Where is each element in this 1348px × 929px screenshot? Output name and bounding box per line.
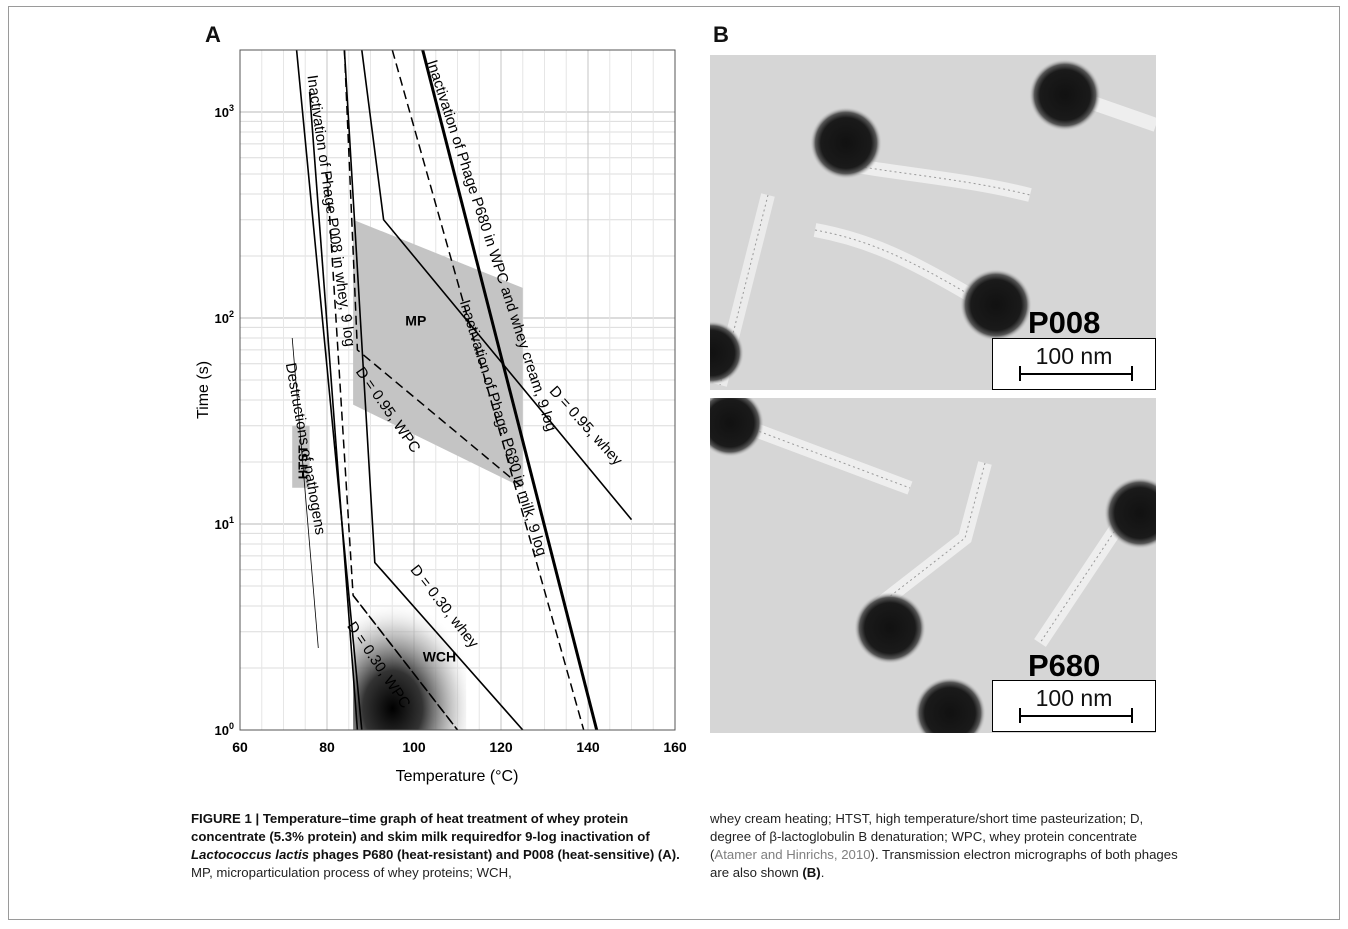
x-tick-label: 140: [576, 739, 600, 755]
caption-citation[interactable]: Atamer and Hinrichs, 2010: [714, 847, 871, 862]
micrograph-p008: P008 100 nm: [710, 55, 1156, 390]
annotation-8: MP: [405, 313, 426, 329]
x-tick-label: 60: [232, 739, 248, 755]
figure-caption-right: whey cream heating; HTST, high temperatu…: [710, 810, 1180, 882]
x-tick-label: 80: [319, 739, 335, 755]
series-line-9: [421, 50, 599, 730]
series-line-4: [352, 594, 459, 730]
y-tick-label: 101: [215, 515, 234, 532]
caption-end: .: [820, 865, 825, 880]
annotation-9: HTST: [295, 445, 310, 479]
series-line-0: [295, 50, 363, 730]
region-mp: [353, 219, 523, 488]
x-axis-label: Temperature (°C): [396, 768, 519, 785]
caption-normal-2: whey cream heating; HTST, high temperatu…: [710, 811, 1144, 862]
scale-bar-p680: 100 nm: [992, 680, 1156, 732]
series-line-2: [291, 337, 319, 649]
series-line-7: [361, 50, 633, 521]
micrograph-p008-image: [710, 55, 1156, 390]
panel-label-b: B: [713, 22, 729, 47]
caption-bold-2: phages P680 (heat-resistant) and P008 (h…: [309, 847, 680, 862]
x-tick-label: 120: [489, 739, 513, 755]
y-tick-label: 102: [215, 309, 234, 326]
phage-label-p680: P680: [1028, 648, 1101, 683]
y-tick-label: 103: [215, 103, 234, 120]
region-wch: [353, 586, 467, 730]
micrograph-p680: P680 100 nm: [710, 398, 1156, 733]
panel-label-a: A: [205, 22, 221, 47]
caption-normal-3: ). Transmission electron micrographs of …: [710, 847, 1178, 880]
y-axis-label: Time (s): [195, 361, 212, 419]
caption-panel-ref: (B): [802, 865, 821, 880]
scale-text-p680: 100 nm: [1035, 685, 1113, 711]
caption-bold-1: FIGURE 1 | Temperature–time graph of hea…: [191, 811, 650, 844]
x-tick-label: 160: [663, 739, 687, 755]
scale-bar-p008: 100 nm: [992, 338, 1156, 390]
series-line-1: [308, 91, 359, 730]
annotation-10: WCH: [423, 649, 456, 665]
figure-frame: [8, 6, 1340, 920]
series-line-5: [343, 50, 524, 489]
phage-label-p008: P008: [1028, 305, 1101, 340]
y-tick-label: 100: [215, 721, 234, 738]
region-htst: [292, 425, 310, 488]
x-tick-label: 100: [402, 739, 426, 755]
series-line-6: [343, 50, 524, 730]
series-line-8: [391, 50, 585, 730]
figure-caption-left: FIGURE 1 | Temperature–time graph of hea…: [191, 810, 691, 882]
caption-normal-1: MP, microparticulation process of whey p…: [191, 865, 512, 880]
scale-text-p008: 100 nm: [1035, 343, 1113, 369]
caption-species: Lactococcus lactis: [191, 847, 310, 862]
micrograph-p680-image: [710, 398, 1156, 733]
